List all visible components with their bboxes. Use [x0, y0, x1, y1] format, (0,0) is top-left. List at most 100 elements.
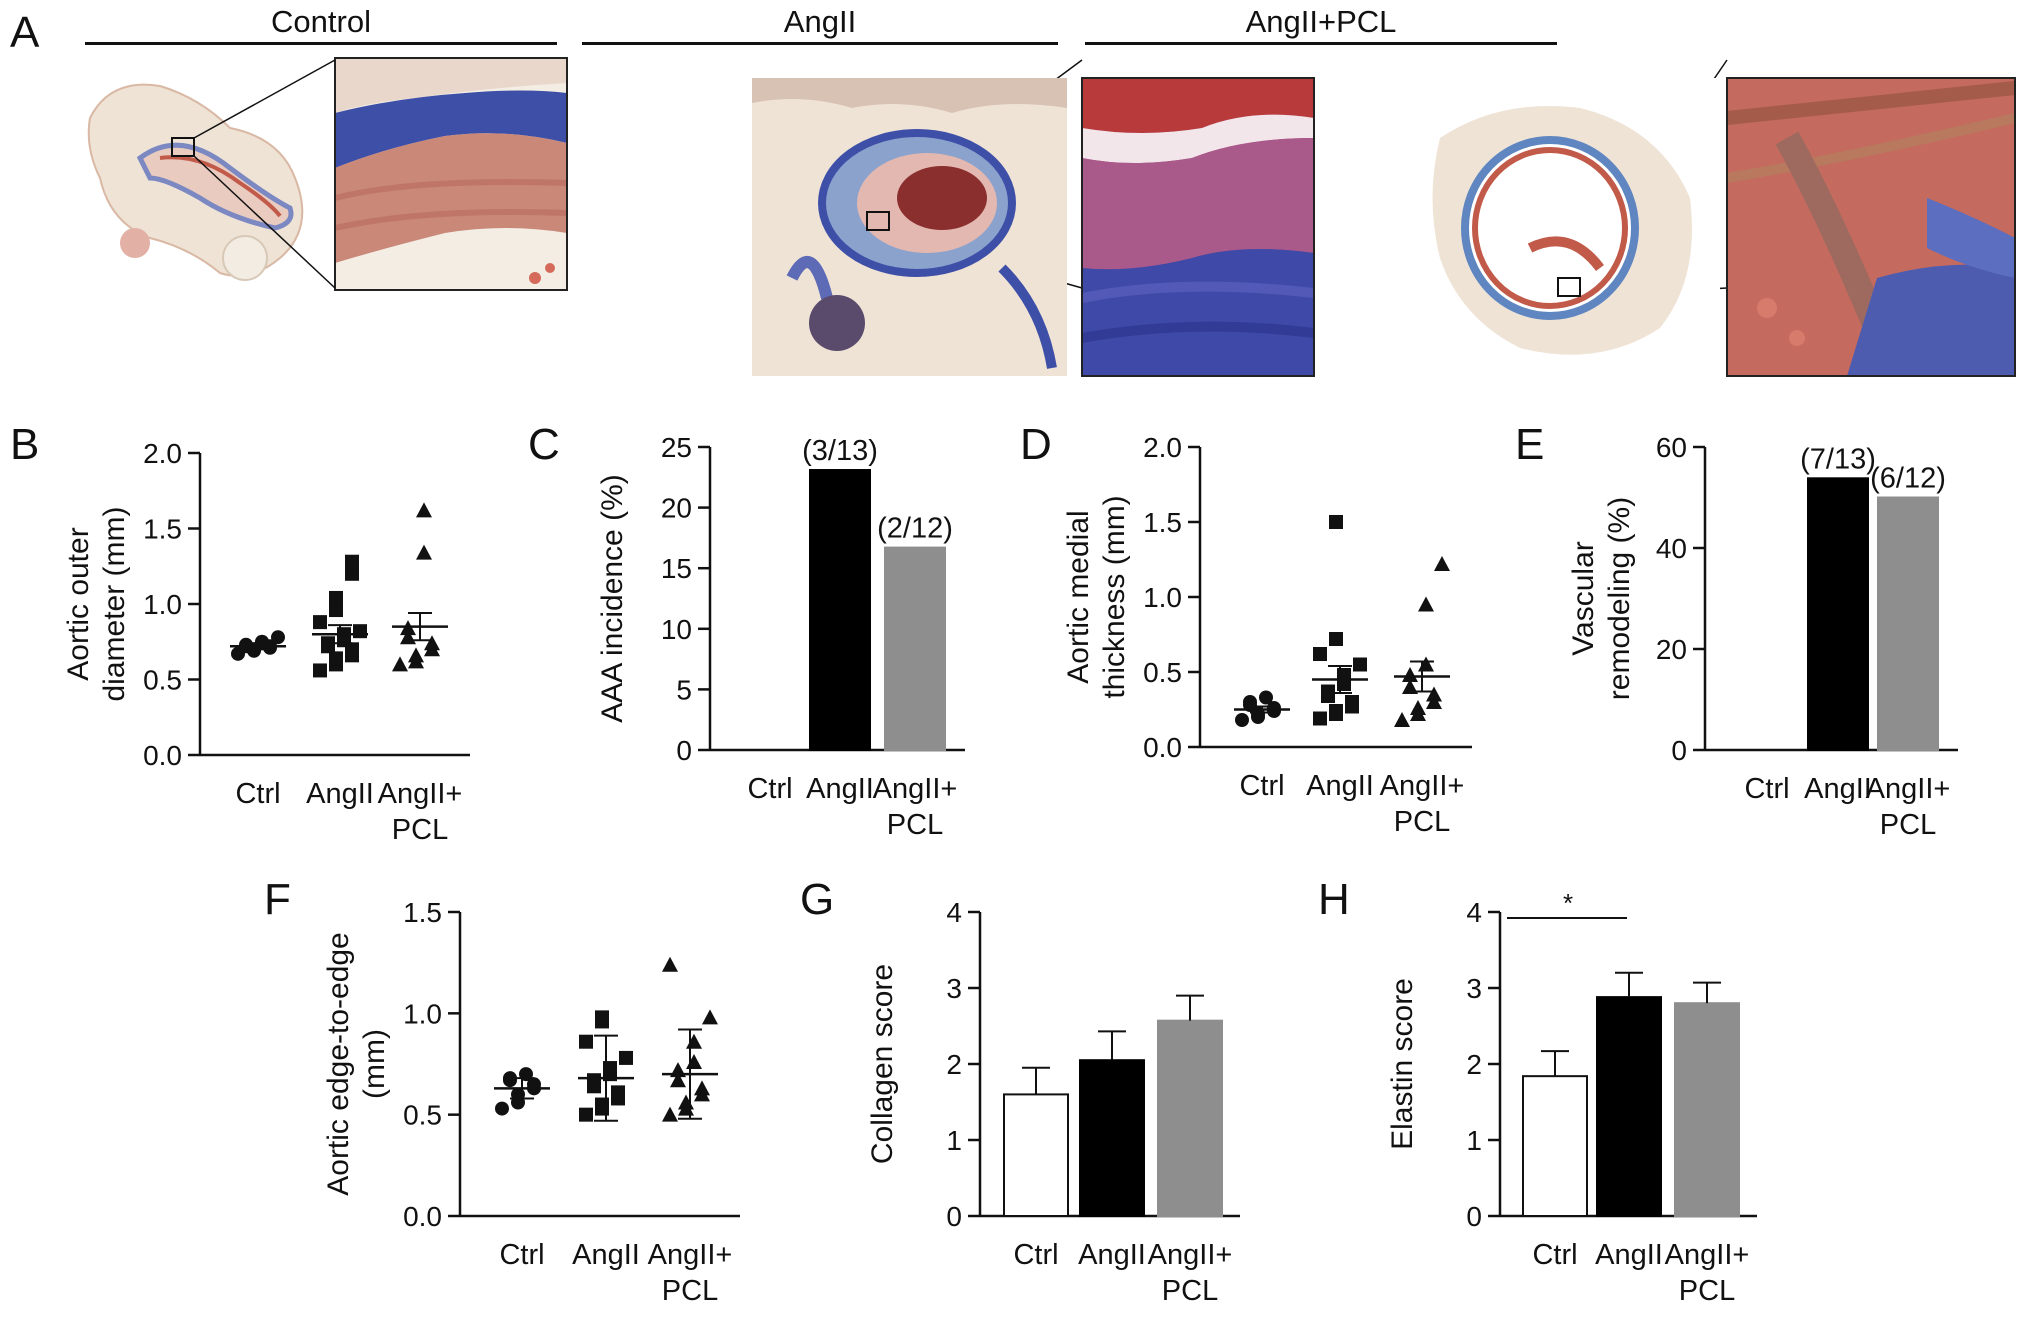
chart-d-point — [1321, 684, 1335, 699]
chart-b-point — [329, 651, 343, 666]
chart-d-y-tick-label: 1.0 — [1143, 582, 1182, 613]
chart-e-y-tick-label: 40 — [1656, 533, 1687, 564]
chart-c-xtick-label: PCL — [887, 809, 943, 841]
chart-h-xtick-label: PCL — [1679, 1275, 1735, 1307]
chart-b-xtick-label: AngII — [306, 778, 374, 810]
chart-g-y-tick-label: 4 — [946, 897, 962, 928]
chart-h-xtick-label: AngII+ — [1665, 1239, 1750, 1271]
control-zoom — [334, 57, 568, 291]
chart-f-edge-to-edge: 0.0 0.5 1.0 1.5 Aortic edge-to-edge (mm) Ctrl A… — [322, 897, 740, 1307]
panel-letter-a: A — [10, 8, 40, 57]
chart-d-point — [1313, 711, 1327, 726]
panel-letter-h: H — [1318, 875, 1350, 924]
chart-b-point — [353, 624, 367, 639]
chart-h-xtick-label: Ctrl — [1532, 1239, 1577, 1271]
chart-f-point — [670, 1072, 686, 1088]
chart-b-point — [392, 656, 408, 672]
chart-h-bar — [1522, 1075, 1588, 1217]
chart-d-point — [1402, 679, 1418, 694]
chart-b-xtick-label: AngII+ — [378, 778, 463, 810]
chart-d-point — [1418, 656, 1434, 672]
panel-letter-e: E — [1515, 420, 1545, 469]
chart-c-bar — [809, 469, 871, 751]
chart-c-xtick-label: AngII+ — [873, 773, 958, 805]
chart-c-bar-label: (3/13) — [802, 435, 878, 467]
chart-f-point — [587, 1073, 601, 1088]
chart-g-y-tick-label: 1 — [946, 1125, 962, 1156]
chart-f-point — [686, 1053, 702, 1069]
chart-b-outer-diameter: 0.0 0.5 1.0 1.5 2.0 Aortic outer diameter (mm)… — [62, 438, 470, 846]
chart-d-point — [1434, 556, 1450, 571]
chart-h-ylabel: Elastin score — [1386, 978, 1419, 1150]
chart-e-xtick-label: AngII — [1804, 773, 1872, 805]
chart-e-ylabel-line2: remodeling (%) — [1603, 497, 1636, 700]
chart-d-point — [1235, 713, 1249, 727]
chart-h-xtick-label: AngII — [1595, 1239, 1663, 1271]
chart-h-significance-star: * — [1563, 888, 1573, 918]
chart-c-y-tick-label: 0 — [676, 735, 692, 766]
chart-d-xtick-label: Ctrl — [1239, 770, 1284, 802]
chart-c-bar-label: (2/12) — [877, 513, 953, 545]
chart-d-point — [1345, 695, 1359, 709]
chart-d-point — [1410, 700, 1426, 715]
chart-c-bar — [884, 546, 946, 752]
control-histology — [80, 58, 330, 290]
chart-b-xtick-label: PCL — [392, 814, 448, 846]
chart-h-y-tick-label: 2 — [1466, 1049, 1482, 1080]
chart-g-xtick-label: Ctrl — [1013, 1239, 1058, 1271]
chart-c-y-tick-label: 25 — [661, 432, 692, 463]
chart-h-y-tick-label: 0 — [1466, 1201, 1482, 1232]
chart-h-bar — [1674, 1002, 1740, 1217]
chart-b-point — [416, 544, 432, 560]
chart-g-y-tick-label: 3 — [946, 973, 962, 1004]
chart-d-y-tick-label: 0.5 — [1143, 657, 1182, 688]
chart-f-y-tick-label: 0.5 — [403, 1100, 442, 1131]
group-title-control: Control — [271, 4, 371, 39]
chart-b-xtick-label: Ctrl — [235, 778, 280, 810]
chart-e-bar-label: (6/12) — [1870, 463, 1946, 495]
chart-c-y-tick-label: 10 — [661, 614, 692, 645]
chart-f-y-tick-label: 1.5 — [403, 897, 442, 928]
panel-letter-b: B — [10, 420, 40, 469]
group-title-angii-pcl: AngII+PCL — [1245, 4, 1397, 39]
chart-d-point — [1402, 667, 1418, 682]
chart-f-point — [662, 1106, 678, 1122]
chart-d-y-tick-label: 2.0 — [1143, 432, 1182, 463]
chart-d-point — [1394, 712, 1410, 727]
chart-b-point — [313, 663, 327, 678]
chart-b-point — [345, 566, 359, 581]
chart-b-y-tick-label: 0.5 — [143, 665, 182, 696]
chart-d-ylabel-line1: Aortic medial — [1062, 510, 1095, 683]
chart-f-xtick-label: Ctrl — [499, 1239, 544, 1271]
chart-e-y-tick-label: 0 — [1671, 735, 1687, 766]
chart-d-point — [1353, 657, 1367, 672]
chart-b-point — [424, 635, 440, 651]
chart-g-collagen-score: 0 1 2 3 4 Collagen score Ctrl AngII AngII+ PCL — [866, 897, 1240, 1307]
group-rule-control — [85, 42, 557, 45]
chart-e-xtick-label: PCL — [1880, 809, 1936, 841]
chart-g-xtick-label: AngII — [1078, 1239, 1146, 1271]
angii-zoom — [1081, 77, 1315, 377]
angii-histology — [752, 78, 1067, 376]
chart-b-point — [329, 603, 343, 618]
chart-e-ylabel-line1: Vascular — [1567, 541, 1600, 656]
chart-f-point — [619, 1050, 633, 1065]
chart-d-xtick-label: PCL — [1394, 806, 1450, 838]
chart-g-bar — [1079, 1059, 1145, 1217]
panel-letter-g: G — [800, 875, 835, 924]
chart-f-point — [686, 1033, 702, 1049]
chart-f-ylabel-line1: Aortic edge-to-edge — [322, 932, 355, 1196]
group-rule-angii — [582, 42, 1058, 45]
chart-h-y-tick-label: 4 — [1466, 897, 1482, 928]
chart-e-vascular-remodeling: 0 20 40 60 Vascular remodeling (%) Ctrl AngIIAn… — [1567, 432, 1958, 841]
chart-b-y-tick-label: 1.0 — [143, 589, 182, 620]
chart-g-ylabel: Collagen score — [866, 964, 899, 1164]
chart-b-point — [239, 637, 253, 652]
chart-c-y-tick-label: 15 — [661, 553, 692, 584]
chart-b-point — [329, 590, 343, 605]
chart-e-y-tick-label: 20 — [1656, 634, 1687, 665]
chart-g-xtick-label: AngII+ — [1148, 1239, 1233, 1271]
chart-d-point — [1329, 704, 1343, 718]
chart-f-point — [662, 956, 678, 972]
chart-e-bar — [1877, 496, 1939, 751]
